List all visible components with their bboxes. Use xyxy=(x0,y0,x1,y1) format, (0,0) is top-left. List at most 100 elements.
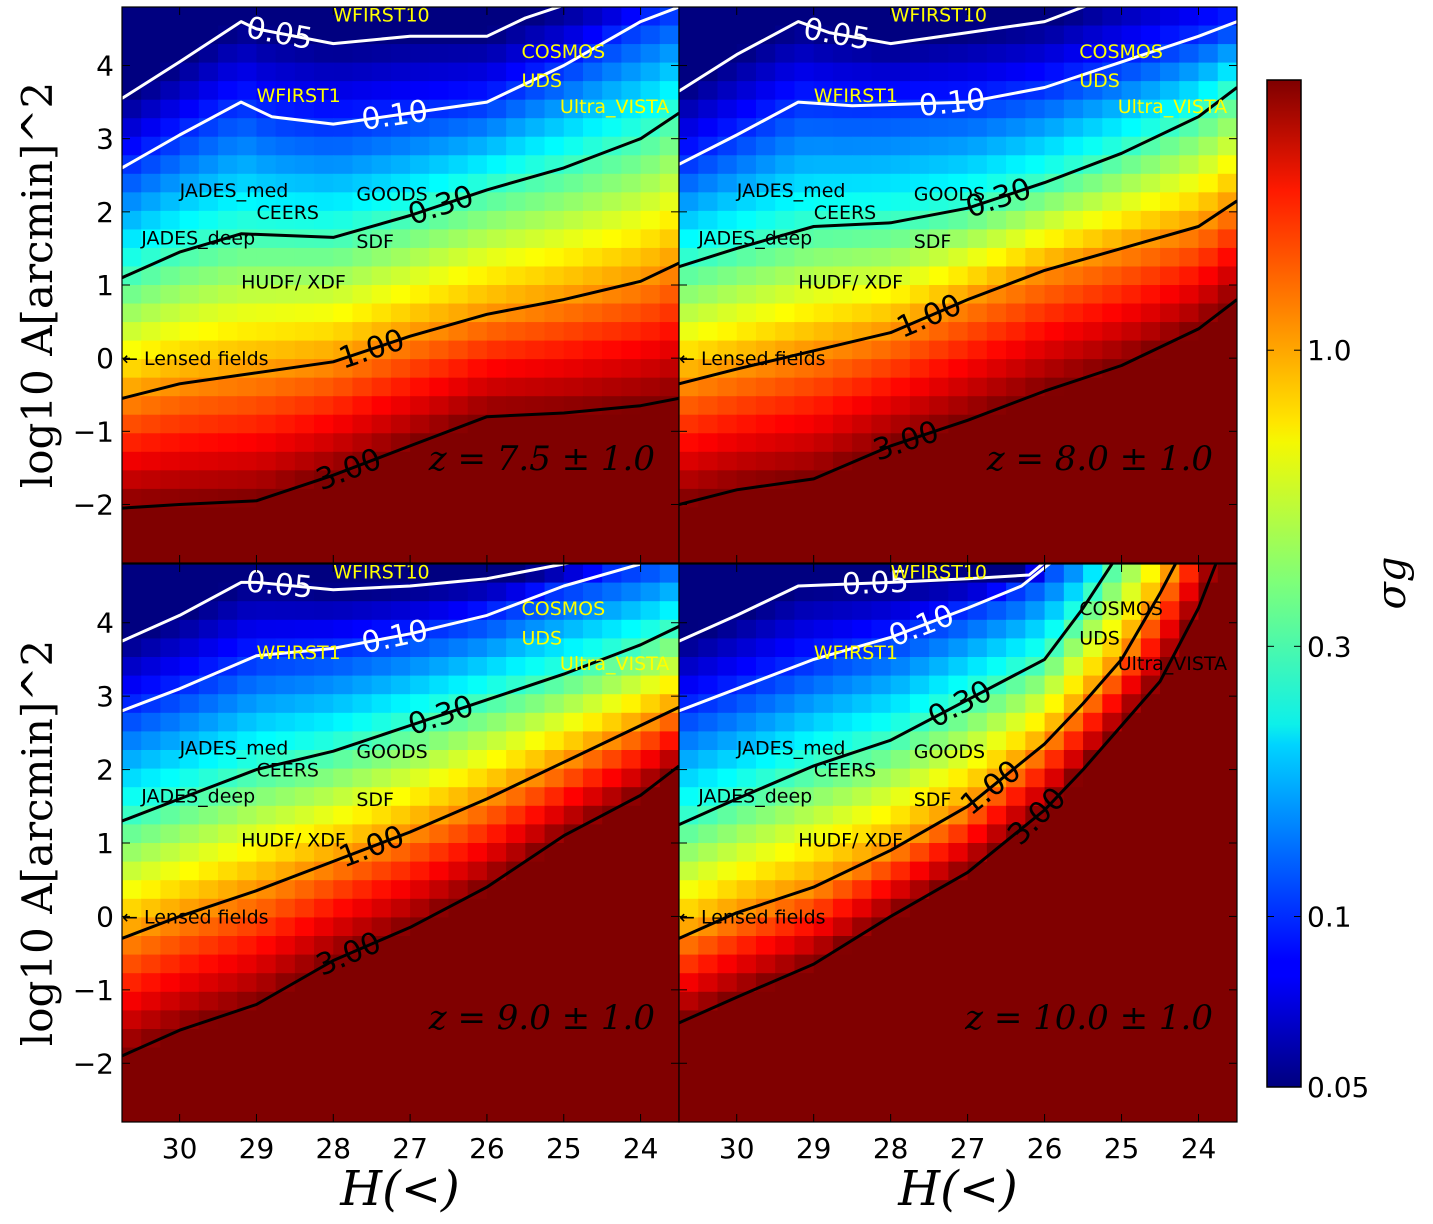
heatmap-cell xyxy=(794,488,815,508)
heatmap-cell xyxy=(294,601,315,621)
heatmap-cell xyxy=(141,564,162,584)
heatmap-cell xyxy=(448,1010,469,1030)
heatmap-cell xyxy=(775,136,796,156)
heatmap-cell xyxy=(1006,936,1026,956)
heatmap-cell xyxy=(755,44,776,64)
heatmap-cell xyxy=(948,303,969,323)
heatmap-cell xyxy=(1025,488,1046,508)
heatmap-cell xyxy=(1121,750,1142,770)
heatmap-cell xyxy=(775,451,796,471)
heatmap-cell xyxy=(1083,340,1103,360)
heatmap-cell xyxy=(448,564,469,584)
heatmap-cell xyxy=(852,657,873,677)
heatmap-cell xyxy=(1006,564,1026,584)
heatmap-cell xyxy=(659,787,679,807)
heatmap-cell xyxy=(237,322,258,342)
heatmap-cell xyxy=(448,675,469,695)
heatmap-cell xyxy=(544,805,565,825)
heatmap-cell xyxy=(1063,1103,1084,1122)
heatmap-cell xyxy=(1025,210,1046,230)
heatmap-cell xyxy=(122,601,142,621)
heatmap-cell xyxy=(736,954,757,974)
heatmap-cell xyxy=(198,936,219,956)
heatmap-cell xyxy=(448,638,469,658)
heatmap-cell xyxy=(486,917,507,937)
heatmap-cell xyxy=(890,25,911,45)
heatmap-cell xyxy=(1198,62,1219,82)
heatmap-cell xyxy=(371,675,392,695)
heatmap-cell xyxy=(1063,525,1084,546)
heatmap-cell xyxy=(506,787,526,807)
heatmap-cell xyxy=(275,619,296,639)
heatmap-cell xyxy=(314,414,334,434)
heatmap-cell xyxy=(1179,359,1200,379)
heatmap-cell xyxy=(314,247,334,268)
heatmap-cell xyxy=(198,712,219,732)
heatmap-cell xyxy=(736,544,757,563)
heatmap-cell xyxy=(852,1103,873,1122)
heatmap-cell xyxy=(1160,936,1180,956)
heatmap-cell xyxy=(179,991,200,1011)
heatmap-cell xyxy=(1063,210,1084,230)
heatmap-cell xyxy=(1102,396,1123,416)
heatmap-cell xyxy=(390,173,411,193)
heatmap-cell xyxy=(871,991,892,1011)
heatmap-cell xyxy=(582,25,603,45)
heatmap-cell xyxy=(1160,843,1180,863)
heatmap-cell xyxy=(371,99,392,119)
heatmap-cell xyxy=(198,340,219,360)
heatmap-cell xyxy=(563,917,584,937)
heatmap-cell xyxy=(160,601,181,621)
heatmap-cell xyxy=(314,155,334,175)
heatmap-cell xyxy=(122,525,142,546)
heatmap-cell xyxy=(1217,544,1237,563)
heatmap-cell xyxy=(602,712,622,732)
survey-label: GOODS xyxy=(356,184,427,206)
heatmap-cell xyxy=(1179,44,1200,64)
heatmap-cell xyxy=(506,359,526,379)
heatmap-cell xyxy=(122,973,142,993)
heatmap-cell xyxy=(198,396,219,416)
heatmap-cell xyxy=(218,880,238,900)
heatmap-cell xyxy=(813,917,834,937)
heatmap-cell xyxy=(1217,136,1237,156)
heatmap-cell xyxy=(1083,99,1103,119)
heatmap-cell xyxy=(525,1010,546,1030)
heatmap-cell xyxy=(525,507,546,527)
heatmap-cell xyxy=(141,192,162,212)
heatmap-cell xyxy=(909,488,930,508)
heatmap-cell xyxy=(544,322,565,342)
heatmap-cell xyxy=(237,675,258,695)
heatmap-cell xyxy=(333,488,354,508)
heatmap-cell xyxy=(794,173,815,193)
heatmap-cell xyxy=(929,229,949,249)
heatmap-cell xyxy=(736,25,757,45)
heatmap-cell xyxy=(429,638,450,658)
heatmap-cell xyxy=(198,1047,219,1067)
heatmap-cell xyxy=(602,544,622,563)
heatmap-cell xyxy=(967,861,988,881)
heatmap-cell xyxy=(294,694,315,714)
heatmap-cell xyxy=(698,377,719,397)
survey-label: JADES_deep xyxy=(697,785,812,807)
heatmap-cell xyxy=(698,414,719,434)
heatmap-cell xyxy=(275,1084,296,1104)
heatmap-cell xyxy=(736,507,757,527)
heatmap-cell xyxy=(659,544,679,563)
heatmap-cell xyxy=(698,285,719,305)
heatmap-cell xyxy=(871,973,892,993)
heatmap-cell xyxy=(275,377,296,397)
heatmap-cell xyxy=(218,173,238,193)
heatmap-cell xyxy=(294,657,315,677)
heatmap-cell xyxy=(1217,731,1237,751)
heatmap-cell xyxy=(1160,544,1180,563)
heatmap-cell xyxy=(621,44,642,64)
heatmap-cell xyxy=(948,192,969,212)
heatmap-cell xyxy=(755,1103,776,1122)
heatmap-cell xyxy=(948,266,969,286)
heatmap-cell xyxy=(1063,750,1084,770)
heatmap-cell xyxy=(563,173,584,193)
heatmap-cell xyxy=(717,861,738,881)
heatmap-cell xyxy=(218,1103,238,1122)
heatmap-cell xyxy=(544,266,565,286)
